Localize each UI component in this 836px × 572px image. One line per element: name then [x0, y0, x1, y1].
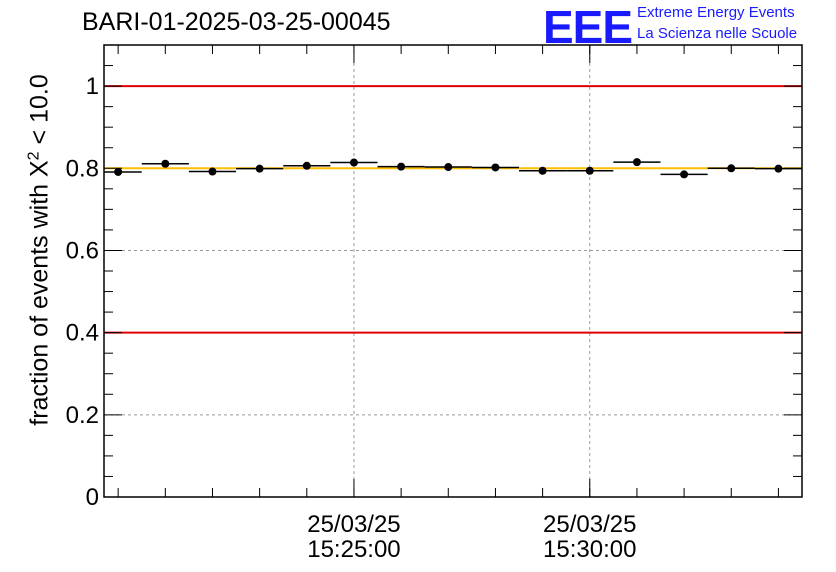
y-tick-label: 0.8	[66, 155, 99, 182]
data-point	[397, 162, 406, 171]
data-point	[585, 166, 594, 175]
data-point	[302, 161, 311, 170]
logo-subtitle-2: La Scienza nelle Scuole	[637, 25, 798, 42]
data-point	[114, 167, 123, 176]
y-tick-label: 0.6	[66, 237, 99, 264]
logo-subtitle-1: Extreme Energy Events	[637, 4, 795, 21]
data-point	[632, 158, 641, 167]
x-tick-label-date: 25/03/25	[543, 511, 636, 538]
data-point	[491, 163, 500, 172]
x-tick-label-time: 15:25:00	[307, 536, 400, 563]
data-point	[444, 163, 453, 172]
data-point	[208, 167, 217, 176]
data-point	[538, 166, 547, 175]
data-point	[349, 158, 358, 167]
y-tick-label: 0.4	[66, 320, 99, 347]
data-point	[727, 164, 736, 173]
x-tick-label-time: 15:30:00	[543, 536, 636, 563]
data-point	[680, 170, 689, 179]
y-tick-label: 0	[86, 484, 99, 511]
y-tick-label: 1	[86, 73, 99, 100]
plot-frame	[103, 44, 803, 498]
data-point	[774, 164, 783, 173]
y-tick-label: 0.2	[66, 402, 99, 429]
data-point	[161, 159, 170, 168]
data-point	[255, 164, 264, 173]
x-tick-label-date: 25/03/25	[307, 511, 400, 538]
chart-title: BARI-01-2025-03-25-00045	[82, 8, 391, 36]
